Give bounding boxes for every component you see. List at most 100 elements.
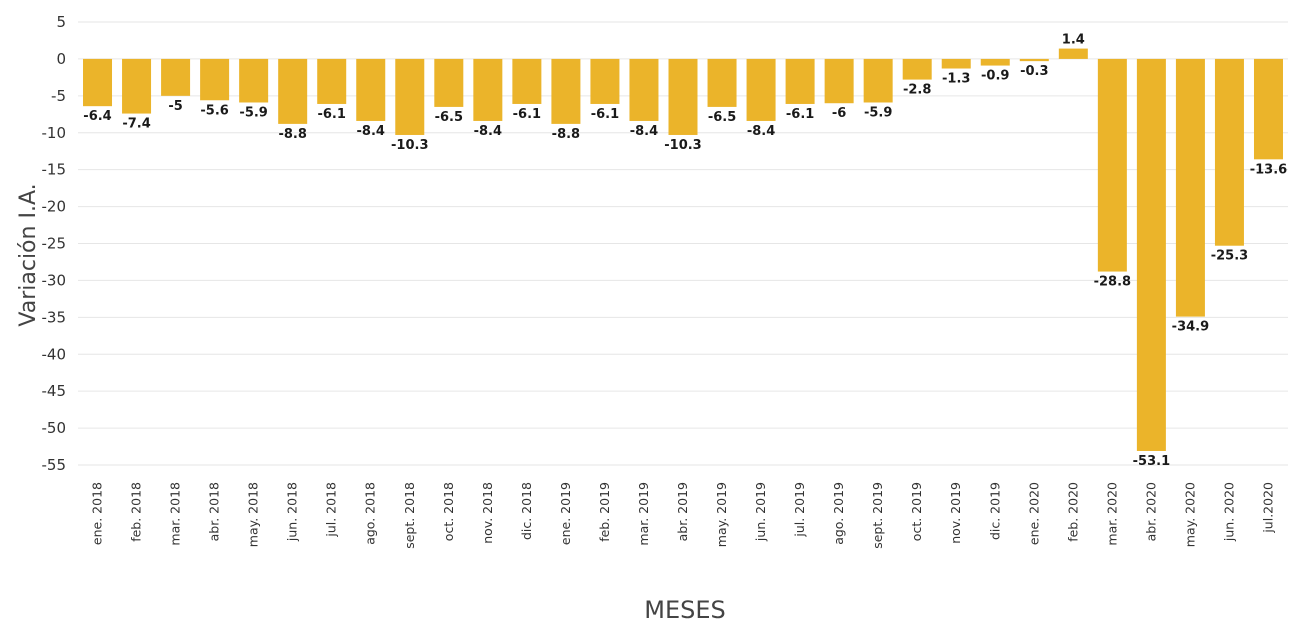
x-tick-label: may. 2019 — [714, 482, 729, 547]
data-label: -25.3 — [1211, 249, 1248, 264]
data-label: -5.9 — [239, 105, 267, 120]
bar — [785, 58, 815, 104]
data-label: -6.5 — [708, 110, 736, 125]
bar — [1019, 58, 1049, 62]
data-label: 1.4 — [1062, 33, 1085, 48]
data-label: -10.3 — [664, 138, 701, 153]
bar — [707, 58, 737, 107]
x-axis-ticks: ene. 2018 feb. 2018 mar. 2018 abr. 2018 may.… — [90, 482, 1276, 549]
x-tick-label: feb. 2019 — [597, 482, 612, 542]
bar — [122, 58, 152, 114]
bar — [824, 58, 854, 104]
bar — [83, 58, 113, 107]
data-label: -1.3 — [942, 72, 970, 87]
data-label: -0.3 — [1020, 64, 1048, 79]
y-tick-label: -20 — [42, 198, 67, 216]
data-label: -2.8 — [903, 83, 931, 98]
x-tick-label: jul. 2019 — [792, 482, 807, 538]
data-label: -6 — [832, 106, 846, 121]
y-tick-label: -45 — [42, 382, 67, 400]
data-label: -8.4 — [630, 124, 658, 139]
y-tick-label: -5 — [51, 87, 66, 105]
x-tick-label: oct. 2018 — [441, 482, 456, 541]
x-tick-label: ene. 2018 — [90, 482, 105, 545]
data-label: -8.4 — [747, 124, 775, 139]
x-tick-label: feb. 2018 — [129, 482, 144, 542]
bar — [1175, 58, 1205, 317]
x-tick-label: dic. 2018 — [519, 482, 534, 540]
y-axis-title: Variación I.A. — [16, 183, 41, 326]
y-tick-label: 0 — [56, 50, 66, 68]
x-tick-label: may. 2020 — [1182, 482, 1197, 547]
data-label: -5.6 — [200, 103, 228, 118]
bar — [902, 58, 932, 80]
data-label: -8.4 — [474, 124, 502, 139]
bar — [395, 58, 425, 135]
x-tick-label: mar. 2018 — [168, 482, 183, 546]
data-label: -5 — [168, 99, 182, 114]
bar — [473, 58, 503, 121]
y-tick-label: -55 — [42, 456, 67, 474]
y-tick-label: -35 — [42, 308, 67, 326]
data-label: -6.1 — [513, 107, 541, 122]
data-label: -8.8 — [278, 127, 306, 142]
bar — [1058, 48, 1088, 59]
x-tick-label: jul.2020 — [1260, 482, 1275, 534]
x-tick-label: sept. 2019 — [870, 482, 885, 549]
bar — [512, 58, 542, 104]
data-label: -53.1 — [1133, 454, 1170, 469]
bar — [863, 58, 893, 103]
data-label: -6.4 — [83, 109, 111, 124]
x-tick-label: oct. 2019 — [909, 482, 924, 541]
x-tick-label: nov. 2018 — [480, 482, 495, 544]
bar — [551, 58, 581, 124]
data-label: -8.4 — [357, 124, 385, 139]
data-label: -13.6 — [1250, 162, 1287, 177]
data-label: -6.1 — [786, 107, 814, 122]
data-label: -6.1 — [591, 107, 619, 122]
bar — [1214, 58, 1244, 246]
y-tick-label: -10 — [42, 124, 67, 142]
x-tick-label: may. 2018 — [246, 482, 261, 547]
bars — [83, 48, 1283, 451]
x-tick-label: ene. 2019 — [558, 482, 573, 545]
bar — [1136, 58, 1166, 451]
bar — [434, 58, 464, 107]
y-tick-label: -40 — [42, 345, 67, 363]
x-tick-label: jun. 2020 — [1221, 482, 1236, 542]
x-tick-label: mar. 2020 — [1104, 482, 1119, 546]
data-labels: -6.4 -7.4-5 -5.6 -5.9-8.8-6.1-8.4-10.3-6.5-… — [83, 33, 1287, 469]
x-tick-label: jun. 2018 — [285, 482, 300, 542]
x-tick-label: jul. 2018 — [324, 482, 339, 538]
y-axis-ticks: 5 0 -5 -10 -15 -20 -25 -30 -35 -40 -45 -50 -55 — [42, 13, 67, 474]
x-tick-label: abr. 2020 — [1143, 482, 1158, 541]
bar — [1253, 58, 1283, 160]
bar — [278, 58, 308, 124]
bar — [980, 58, 1010, 66]
x-tick-label: jun. 2019 — [753, 482, 768, 542]
bar — [590, 58, 620, 104]
bar — [356, 58, 386, 121]
bar — [668, 58, 698, 135]
x-tick-label: feb. 2020 — [1065, 482, 1080, 542]
data-label: -6.5 — [435, 110, 463, 125]
y-tick-label: -25 — [42, 235, 67, 253]
data-label: -6.1 — [317, 107, 345, 122]
bar — [161, 58, 191, 96]
x-tick-label: ago. 2018 — [363, 482, 378, 545]
bar — [239, 58, 269, 103]
x-tick-label: ago. 2019 — [831, 482, 846, 545]
x-tick-label: sept. 2018 — [402, 482, 417, 549]
data-label: -8.8 — [552, 127, 580, 142]
x-tick-label: ene. 2020 — [1026, 482, 1041, 545]
bar — [941, 58, 971, 69]
x-tick-label: abr. 2018 — [207, 482, 222, 541]
y-tick-label: -15 — [42, 161, 67, 179]
x-tick-label: mar. 2019 — [636, 482, 651, 546]
data-label: -34.9 — [1172, 320, 1209, 335]
y-tick-label: -30 — [42, 271, 67, 289]
bar — [1097, 58, 1127, 272]
x-tick-label: dic. 2019 — [987, 482, 1002, 540]
